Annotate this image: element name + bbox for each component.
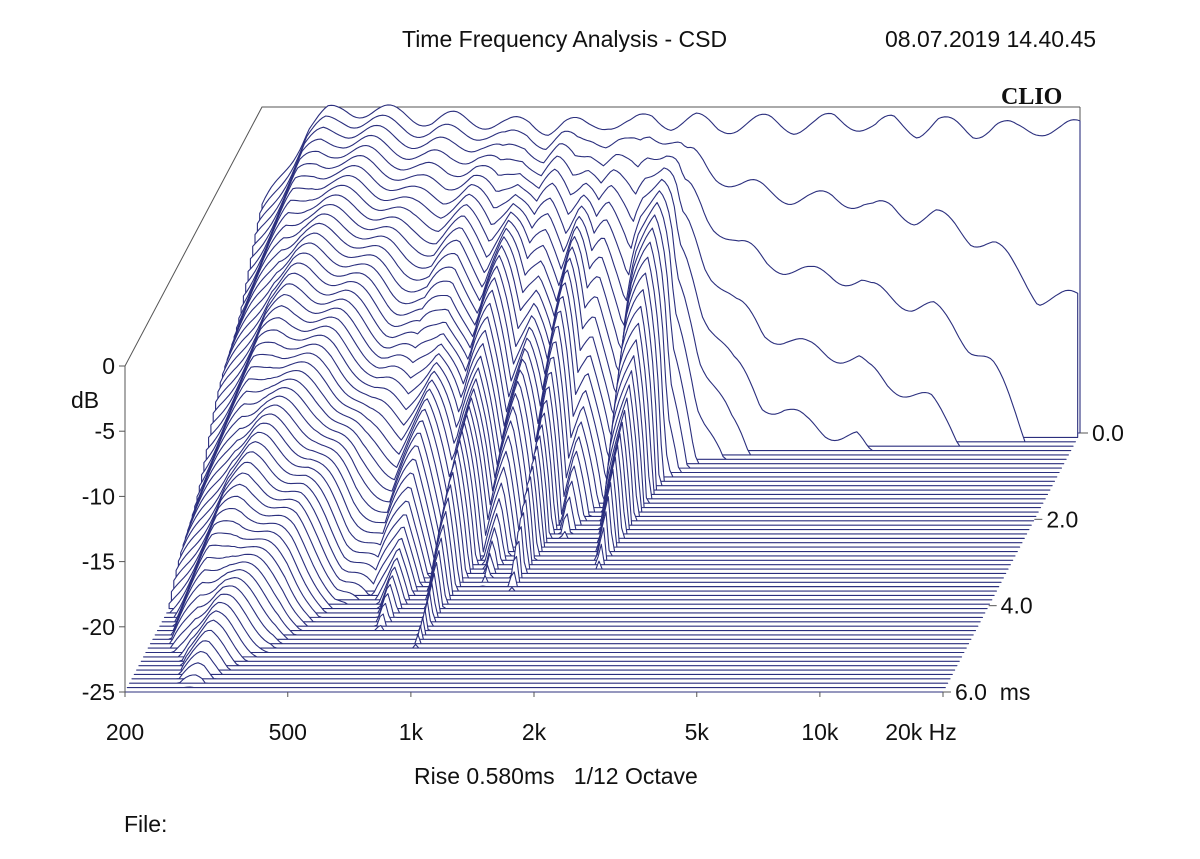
y-axis-unit-label: dB bbox=[71, 387, 99, 413]
x-tick-label: 200 bbox=[106, 719, 144, 745]
decay-slice bbox=[180, 451, 1000, 588]
x-tick-label: 10k bbox=[801, 719, 839, 745]
y-tick-label: 0 bbox=[102, 353, 115, 379]
chart-title: Time Frequency Analysis - CSD bbox=[402, 26, 727, 52]
axes: 0 -5 -10 -15 -20 -25 200 500 1k 2k 5k 10k 20k Hz 0.0 2… bbox=[82, 353, 1124, 745]
decay-slice bbox=[129, 674, 949, 684]
z-tick-label: 4.0 bbox=[1001, 593, 1033, 619]
clio-logo: CLIO bbox=[1001, 84, 1062, 110]
decay-slice bbox=[133, 650, 953, 675]
y-tick-label: -15 bbox=[82, 549, 115, 575]
x-tick-label: 5k bbox=[685, 719, 710, 745]
y-tick-label: -20 bbox=[82, 614, 115, 640]
y-tick-label: -10 bbox=[82, 483, 115, 509]
x-tick-label: 1k bbox=[399, 719, 424, 745]
z-tick-label: 2.0 bbox=[1046, 506, 1078, 532]
x-tick-label: 20k Hz bbox=[885, 719, 957, 745]
x-tick-label: 500 bbox=[269, 719, 307, 745]
x-tick-label: 2k bbox=[522, 719, 547, 745]
timestamp: 08.07.2019 14.40.45 bbox=[885, 26, 1096, 52]
y-tick-label: -25 bbox=[82, 679, 115, 705]
z-tick-label: 6.0 ms bbox=[955, 679, 1030, 705]
y-tick-label: -5 bbox=[95, 418, 115, 444]
decay-slice bbox=[126, 686, 946, 689]
decay-slice bbox=[136, 640, 956, 671]
z-tick-label: 0.0 bbox=[1092, 420, 1124, 446]
analysis-settings: Rise 0.580ms 1/12 Octave bbox=[414, 763, 698, 789]
back-frame bbox=[124, 106, 1080, 367]
file-label: File: bbox=[124, 811, 167, 837]
decay-slice bbox=[131, 662, 951, 680]
decay-slices bbox=[124, 104, 1081, 693]
